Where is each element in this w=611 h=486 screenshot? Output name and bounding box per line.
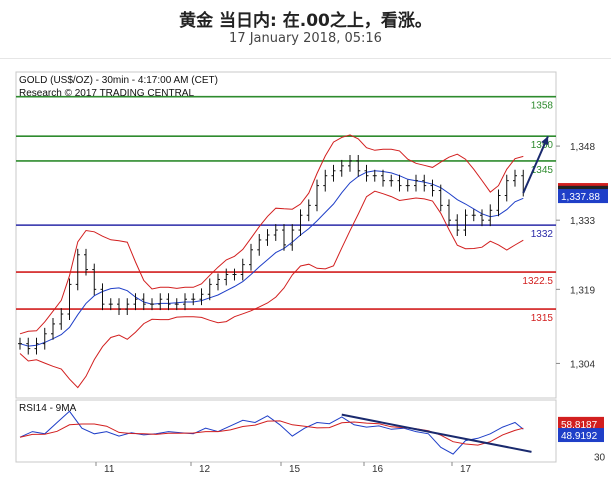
time-axis: 11 12 15 16 17: [95, 462, 472, 475]
rsi-ma-line: [19, 420, 524, 446]
y-tick-label: 1,319: [570, 285, 595, 296]
rsi-line: [19, 410, 524, 455]
projection-arrow: [522, 135, 549, 194]
y-tick-label: 1,304: [570, 359, 595, 370]
rsi-value-tag: [558, 416, 604, 431]
y-tick-label: 1,348: [570, 142, 595, 153]
page-subtitle: 17 January 2018, 05:16: [229, 31, 382, 46]
price-axis: 1,348 1,333 1,319 1,304: [556, 142, 595, 370]
price-bars: [18, 154, 526, 355]
x-tick-label: 12: [199, 464, 211, 475]
x-tick-label: 11: [104, 464, 115, 475]
rsi-tick-label: 30: [594, 452, 606, 463]
chart-title: GOLD (US$/OZ) - 30min - 4:17:00 AM (CET): [19, 75, 218, 86]
header-divider: [0, 58, 611, 59]
main-panel-frame: [15, 71, 557, 399]
lower-band: [19, 190, 524, 389]
y-tick-label: 1,333: [570, 216, 595, 227]
level-label: 1358: [531, 101, 554, 112]
x-tick-label: 16: [372, 464, 384, 475]
rsi-value-label: 48.9192: [561, 431, 598, 442]
bollinger-bands: [19, 134, 524, 389]
projection-line: [522, 135, 549, 194]
x-tick-label: 17: [460, 464, 472, 475]
upper-band: [19, 134, 524, 335]
rsi-trendline: [341, 413, 532, 453]
rsi-label: RSI14 - 9MA: [19, 403, 77, 414]
rsi-value-tag: [558, 428, 604, 443]
level-label: 1315: [531, 313, 554, 324]
price-tag-label: 1,337.88: [561, 192, 600, 203]
rsi-value-label: 58.8187: [561, 420, 598, 431]
chart-source: Research © 2017 TRADING CENTRAL: [19, 88, 194, 99]
level-label: 1332: [531, 229, 554, 240]
x-tick-label: 15: [289, 464, 301, 475]
support-resistance-levels: 1358 1350 1345 1332 1322.5 1315: [16, 95, 556, 324]
price-tags: 1,339.11,338.541,337.88: [558, 183, 608, 204]
page-title: 黄金 当日内: 在.00之上，看涨。: [179, 11, 432, 31]
rsi-panel-frame: [15, 399, 557, 463]
level-label: 1345: [531, 165, 554, 176]
moving-average: [19, 170, 524, 347]
level-label: 1350: [531, 140, 554, 151]
price-tag: [558, 189, 608, 204]
level-label: 1322.5: [522, 276, 553, 287]
projection-arrowhead: [541, 136, 549, 146]
